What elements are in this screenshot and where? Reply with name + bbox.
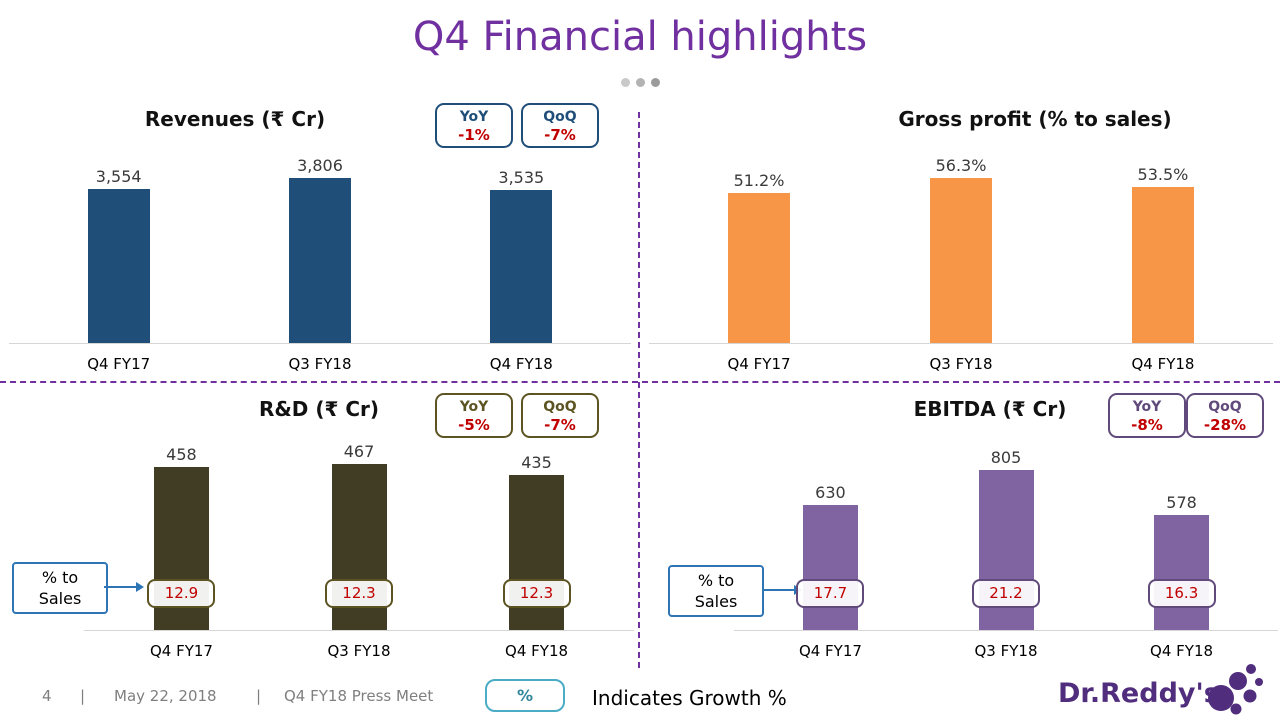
category-label: Q4 FY17 [149, 642, 213, 660]
chart-title-revenues: Revenues (₹ Cr) [144, 107, 326, 131]
badge-value: -5% [458, 416, 490, 434]
title-separator-dots [0, 72, 1280, 91]
category-label: Q4 FY17 [798, 642, 862, 660]
bar-value-label: 53.5% [1137, 165, 1189, 184]
bar-value-label: 578 [1166, 493, 1197, 512]
bar-value-label: 51.2% [733, 171, 785, 190]
bar-value-label: 458 [166, 445, 197, 464]
category-label: Q4 FY18 [1131, 355, 1195, 373]
yoy-badge: YoY -5% [435, 393, 513, 438]
bar-value-label: 3,554 [95, 167, 142, 186]
revenues-chart: Revenues (₹ Cr) YoY -1% QoQ -7% 3,554 Q4 … [0, 95, 638, 382]
dr-reddys-logo: Dr.Reddy's [1058, 678, 1220, 709]
category-label: Q4 FY18 [489, 355, 553, 373]
qoq-badge: QoQ -28% [1186, 393, 1264, 438]
pct-to-sales-value: 12.9 [147, 579, 216, 608]
pct-to-sales-value: 17.7 [796, 579, 865, 608]
footer-date: May 22, 2018 [114, 687, 217, 705]
growth-note: Indicates Growth % [592, 686, 787, 710]
bar-value-label: 435 [521, 453, 552, 472]
bar-value-label: 56.3% [935, 156, 987, 175]
badge-label: YoY [459, 109, 489, 125]
bar-value-label: 630 [815, 483, 846, 502]
footer-deck-name: Q4 FY18 Press Meet [284, 687, 434, 705]
pct-to-sales-value: 12.3 [325, 579, 393, 608]
axis-line [734, 630, 1278, 631]
category-label: Q3 FY18 [288, 355, 352, 373]
category-label: Q3 FY18 [974, 642, 1038, 660]
pct-to-sales-value: 12.3 [502, 579, 571, 608]
bar [728, 193, 791, 343]
plot-area: 458 Q4 FY17 12.9 467 Q3 FY18 12.3 435 Q4 FY18 12… [84, 442, 634, 660]
footer-separator: | [80, 687, 86, 705]
yoy-badge: YoY -1% [435, 103, 513, 148]
qoq-badge: QoQ -7% [521, 103, 599, 148]
growth-percent-badge: % [485, 679, 565, 712]
bar [1131, 187, 1194, 343]
category-label: Q4 FY18 [505, 642, 569, 660]
footer-separator: | [256, 687, 262, 705]
category-label: Q4 FY17 [87, 355, 151, 373]
callout-line: % to [697, 571, 735, 590]
badge-value: -1% [458, 126, 490, 144]
badge-value: -8% [1131, 416, 1163, 434]
dr-reddys-logo-dots [1205, 658, 1263, 720]
pct-to-sales-callout: % to Sales [668, 565, 764, 617]
chart-title-ebitda: EBITDA (₹ Cr) [913, 397, 1067, 421]
badge-label: YoY [459, 399, 489, 415]
pct-to-sales-callout: % to Sales [12, 562, 108, 614]
ebitda-chart: EBITDA (₹ Cr) YoY -8% QoQ -28% % to Sale… [640, 385, 1280, 665]
axis-line [84, 630, 634, 631]
axis-line [649, 343, 1273, 344]
gross-profit-chart: Gross profit (% to sales) 51.2% Q4 FY17 56… [640, 95, 1280, 382]
bar-value-label: 467 [343, 442, 375, 461]
plot-area: 3,554 Q4 FY17 3,806 Q3 FY18 3,535 Q4 FY18 [9, 150, 631, 373]
footer-page-number: 4 [42, 687, 52, 705]
category-label: Q4 FY17 [727, 355, 791, 373]
callout-line: Sales [38, 589, 82, 608]
plot-area: 630 Q4 FY17 17.7 805 Q3 FY18 21.2 578 Q4 FY18 16… [734, 445, 1278, 660]
badge-label: YoY [1132, 399, 1162, 415]
badge-label: QoQ [1208, 399, 1242, 415]
pct-to-sales-value: 16.3 [1147, 579, 1216, 608]
callout-line: Sales [694, 592, 738, 611]
badge-value: -7% [544, 126, 576, 144]
category-label: Q4 FY18 [1150, 642, 1214, 660]
bar [1154, 515, 1210, 630]
badge-value: -7% [544, 416, 576, 434]
category-label: Q3 FY18 [929, 355, 993, 373]
bar [490, 190, 553, 343]
qoq-badge: QoQ -7% [521, 393, 599, 438]
axis-line [9, 343, 631, 344]
badge-value: -28% [1203, 416, 1247, 434]
page-title: Q4 Financial highlights [412, 14, 868, 60]
chart-title-gross-profit: Gross profit (% to sales) [898, 107, 1172, 131]
divider-vertical [638, 112, 640, 668]
callout-line: % to [41, 568, 79, 587]
callout-arrow-icon [104, 582, 144, 592]
badge-label: QoQ [543, 399, 577, 415]
bar [930, 178, 992, 343]
yoy-badge: YoY -8% [1108, 393, 1186, 438]
badge-label: QoQ [543, 109, 577, 125]
bar [87, 189, 150, 343]
bar [289, 178, 351, 343]
bar-value-label: 805 [990, 448, 1022, 467]
divider-horizontal [0, 381, 1280, 383]
chart-title-rnd: R&D (₹ Cr) [258, 397, 380, 421]
category-label: Q3 FY18 [327, 642, 391, 660]
bar [802, 505, 858, 630]
rnd-chart: R&D (₹ Cr) YoY -5% QoQ -7% % to Sales 45… [0, 385, 638, 665]
bar-value-label: 3,535 [498, 168, 545, 187]
bar-value-label: 3,806 [297, 156, 343, 175]
pct-to-sales-value: 21.2 [972, 579, 1040, 608]
plot-area: 51.2% Q4 FY17 56.3% Q3 FY18 53.5% Q4 FY18 [649, 150, 1273, 373]
